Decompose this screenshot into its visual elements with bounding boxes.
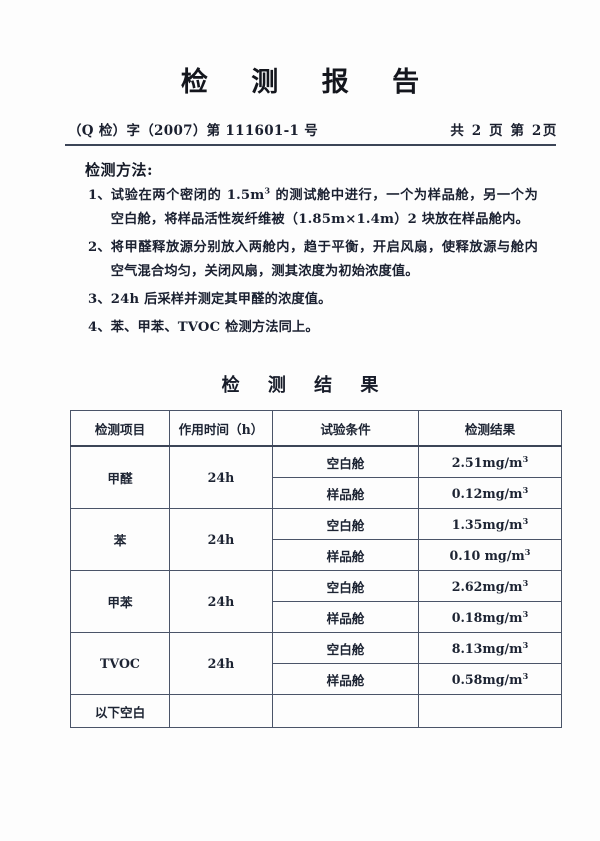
cell-item: 苯 [70,508,170,571]
results-section-heading: 检 测 结 果 [221,375,390,396]
cell-result: 1.35mg/m3 [418,508,562,540]
table-header-row: 检测项目 作用时间（h） 试验条件 检测结果 [70,410,562,447]
table-row: 样品舱 0.12mg/m3 [71,477,562,509]
table-row: 苯 24h 空白舱 1.35mg/m3 [70,508,562,571]
cell-item: TVOC [70,632,170,695]
cell-time: 24h [169,445,273,509]
methods-section-heading: 检测方法: [85,161,154,179]
cell-result: 0.12mg/m3 [418,477,562,509]
report-reference-number: （Q 检）字（2007）第 111601-1 号 [68,123,318,139]
cell-blank-label: 以下空白 [70,694,170,728]
cell-result: 0.18mg/m3 [418,601,562,633]
method-text: 24h 后采样并测定其甲醛的浓度值。 [110,292,332,307]
table-row: 样品舱 0.18mg/m3 [71,601,562,633]
cell-condition: 样品舱 [272,663,419,695]
cell-result: 2.62mg/m3 [418,570,562,602]
cell-time: 24h [169,632,273,695]
methods-list: 1、 试验在两个密闭的 1.5m3 的测试舱中进行，一个为样品舱，另一个为空白舱… [88,184,538,344]
method-item: 3、 24h 后采样并测定其甲醛的浓度值。 [88,288,538,312]
column-header-time: 作用时间（h） [169,410,273,447]
table-row: 甲醛 24h 空白舱 2.51mg/m3 [70,445,562,509]
method-number: 4、 [88,320,111,335]
results-table: 检测项目 作用时间（h） 试验条件 检测结果 甲醛 24h 空白舱 2.51mg… [70,410,562,728]
document-meta-row: （Q 检）字（2007）第 111601-1 号 共 2 页 第 2页 [68,119,558,139]
method-item: 4、 苯、甲苯、TVOC 检测方法同上。 [88,316,538,340]
cell-result: 0.10 mg/m3 [418,539,562,571]
cell-time: 24h [169,508,273,571]
cell-blank-result [418,694,562,728]
cell-condition: 空白舱 [272,632,419,664]
method-number: 2、 [88,240,111,255]
cell-condition: 样品舱 [272,477,419,509]
cell-item: 甲苯 [70,570,170,633]
method-item: 2、 将甲醛释放源分别放入两舱内，趋于平衡，开启风扇，使释放源与舱内空气混合均匀… [88,236,538,284]
cell-blank-condition [272,694,419,728]
method-item: 1、 试验在两个密闭的 1.5m3 的测试舱中进行，一个为样品舱，另一个为空白舱… [88,184,538,232]
column-header-item: 检测项目 [70,410,170,447]
cell-condition: 空白舱 [272,445,419,478]
method-number: 3、 [88,292,111,307]
document-title: 检 测 报 告 [180,67,437,98]
method-text: 将甲醛释放源分别放入两舱内，趋于平衡，开启风扇，使释放源与舱内空气混合均匀，关闭… [110,240,538,279]
cell-result: 0.58mg/m3 [418,663,562,695]
cell-blank-time [169,694,273,728]
cell-item: 甲醛 [70,445,170,509]
cell-result: 8.13mg/m3 [418,632,562,664]
cell-condition: 样品舱 [272,601,419,633]
table-row-blank: 以下空白 [70,694,562,728]
cell-condition: 样品舱 [272,539,419,571]
table-row: 甲苯 24h 空白舱 2.62mg/m3 [70,570,562,633]
page-number-info: 共 2 页 第 2页 [450,123,558,139]
method-number: 1、 [88,188,111,203]
column-header-result: 检测结果 [418,410,562,447]
cell-result: 2.51mg/m3 [418,445,562,478]
header-divider-rule [65,144,556,146]
table-row: TVOC 24h 空白舱 8.13mg/m3 [70,632,562,695]
method-text: 苯、甲苯、TVOC 检测方法同上。 [110,320,319,335]
method-text: 试验在两个密闭的 1.5m3 的测试舱中进行，一个为样品舱，另一个为空白舱，将样… [110,185,538,227]
table-row: 样品舱 0.10 mg/m3 [71,539,562,571]
cell-condition: 空白舱 [272,570,419,602]
cell-condition: 空白舱 [272,508,419,540]
cell-time: 24h [169,570,273,633]
column-header-condition: 试验条件 [272,410,419,447]
